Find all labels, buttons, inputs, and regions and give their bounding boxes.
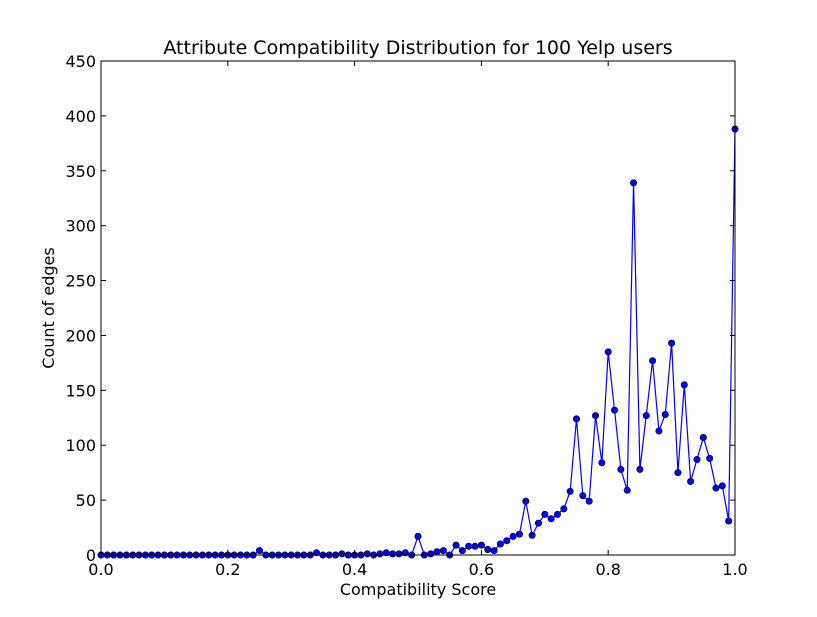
data-point xyxy=(693,455,701,463)
data-point xyxy=(712,484,720,492)
x-tick-label: 0.4 xyxy=(342,560,367,579)
data-point xyxy=(560,505,568,513)
axes: 0.0 0.2 0.4 0.6 0.8 1.0 0 50 100 150 200 250 300 350 4… xyxy=(65,52,747,579)
data-point xyxy=(585,497,593,505)
y-tick-label: 50 xyxy=(76,491,96,510)
y-tick-label: 400 xyxy=(65,107,96,126)
data-point xyxy=(471,542,479,550)
chart-title: Attribute Compatibility Distribution for… xyxy=(163,37,672,59)
y-tick-label: 200 xyxy=(65,326,96,345)
data-point xyxy=(636,465,644,473)
data-point xyxy=(477,541,485,549)
data-point xyxy=(706,454,714,462)
data-point xyxy=(427,550,435,558)
data-point xyxy=(389,550,397,558)
y-tick-label: 0 xyxy=(86,546,96,565)
data-point xyxy=(490,547,498,555)
data-point xyxy=(458,547,466,555)
data-point xyxy=(313,549,321,557)
data-point xyxy=(528,531,536,539)
data-point xyxy=(725,517,733,525)
data-point xyxy=(674,469,682,477)
data-point xyxy=(579,492,587,500)
data-point xyxy=(630,179,638,187)
series-line xyxy=(101,129,736,556)
y-tick-label: 150 xyxy=(65,381,96,400)
y-tick-label: 300 xyxy=(65,217,96,236)
x-tick-label: 0.6 xyxy=(469,560,494,579)
data-point xyxy=(503,537,511,545)
data-point xyxy=(572,415,580,423)
data-point xyxy=(515,530,523,538)
data-point xyxy=(433,548,441,556)
y-tick-label: 350 xyxy=(65,162,96,181)
y-tick-label: 450 xyxy=(65,52,96,71)
y-axis-label: Count of edges xyxy=(39,247,58,368)
y-tick-label: 100 xyxy=(65,436,96,455)
data-point xyxy=(687,477,695,485)
data-point xyxy=(395,550,403,558)
x-tick-label: 1.0 xyxy=(722,560,747,579)
data-point xyxy=(598,459,606,467)
data-point xyxy=(718,482,726,490)
data-point xyxy=(623,486,631,494)
data-point xyxy=(496,540,504,548)
data-point xyxy=(452,541,460,549)
data-point xyxy=(611,406,619,414)
data-point xyxy=(553,510,561,518)
data-point xyxy=(547,515,555,523)
data-point xyxy=(604,348,612,356)
data-point xyxy=(484,546,492,554)
data-point xyxy=(465,542,473,550)
data-point xyxy=(661,410,669,418)
data-point xyxy=(566,487,574,495)
data-point xyxy=(376,550,384,558)
y-tick-label: 250 xyxy=(65,272,96,291)
data-point xyxy=(534,519,542,527)
data-point xyxy=(509,532,517,540)
data-point xyxy=(541,510,549,518)
data-point xyxy=(439,547,447,555)
data-point xyxy=(414,532,422,540)
x-tick-label: 0.2 xyxy=(215,560,240,579)
x-axis-label: Compatibility Score xyxy=(340,580,496,599)
x-tick-label: 0.8 xyxy=(595,560,620,579)
x-tick-label: 0.0 xyxy=(88,560,113,579)
data-point xyxy=(338,550,346,558)
data-point xyxy=(522,497,530,505)
data-point xyxy=(699,434,707,442)
plot-area xyxy=(97,125,739,559)
data-point xyxy=(255,547,263,555)
data-point xyxy=(649,357,657,365)
data-point xyxy=(655,427,663,435)
data-point xyxy=(668,339,676,347)
data-point xyxy=(617,465,625,473)
data-point xyxy=(401,549,409,557)
plot-frame xyxy=(100,60,736,556)
data-point xyxy=(592,412,600,420)
data-point xyxy=(642,412,650,420)
data-point xyxy=(680,381,688,389)
data-point xyxy=(363,550,371,558)
